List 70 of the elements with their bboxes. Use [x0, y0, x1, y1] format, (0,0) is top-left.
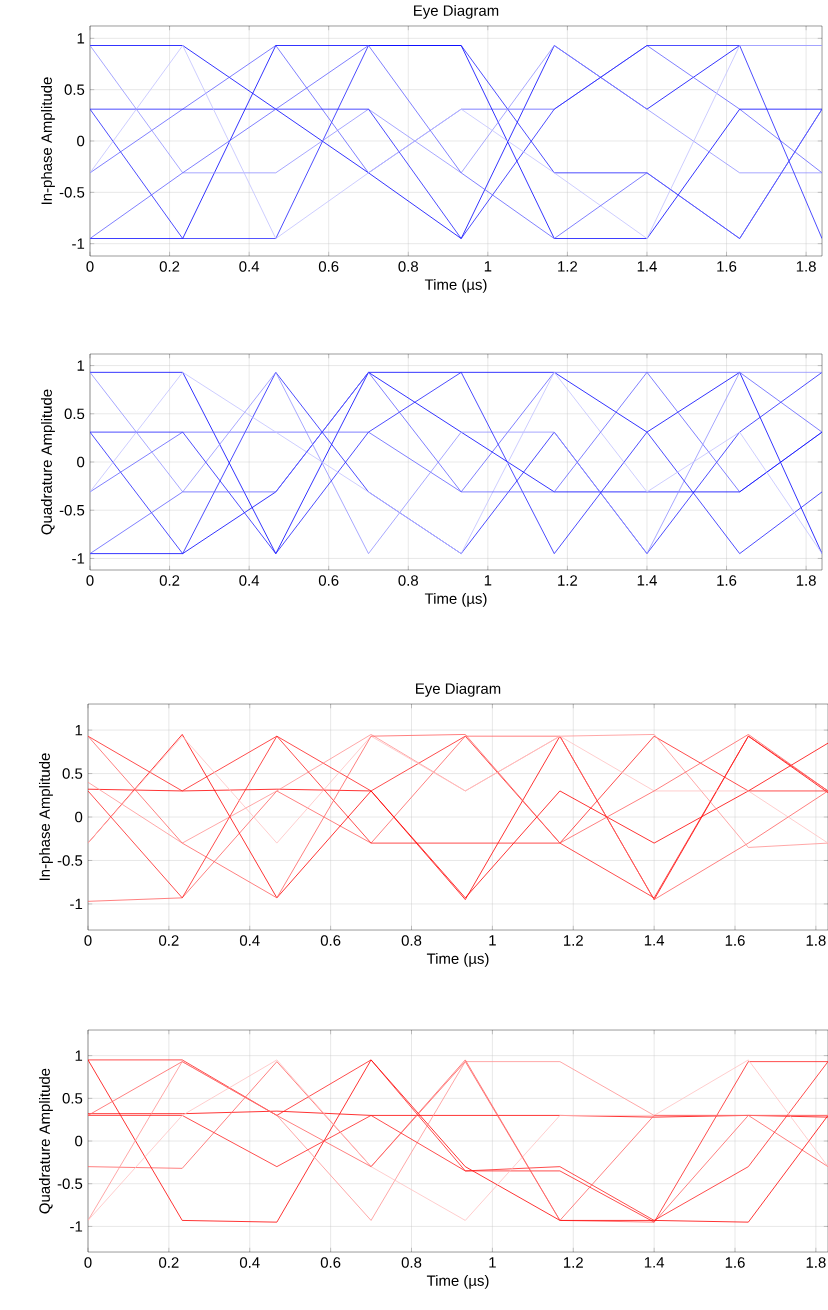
x-tick-label: 0.2 — [159, 1257, 179, 1268]
y-tick-label: 0.5 — [64, 408, 85, 420]
x-axis-title: Time (µs) — [426, 1274, 489, 1289]
x-tick-label: 0.8 — [398, 575, 418, 586]
x-tick-label: 1.6 — [717, 575, 737, 586]
x-tick-label: 0.8 — [401, 1257, 422, 1268]
x-tick-label: 0.8 — [398, 261, 418, 272]
x-tick-label: 1.4 — [644, 935, 665, 946]
x-tick-label: 1.8 — [796, 575, 816, 586]
x-tick-label: 1.4 — [637, 575, 657, 586]
x-tick-label: 0.4 — [239, 935, 260, 946]
y-axis-title: Quadrature Amplitude — [40, 389, 55, 535]
x-tick-label: 1.2 — [558, 261, 578, 272]
x-tick-label: 0.2 — [159, 935, 179, 946]
chart-title: Eye Diagram — [416, 682, 501, 697]
x-tick-label: 1.2 — [558, 575, 578, 586]
x-axis-title: Time (µs) — [424, 592, 487, 607]
y-axis-title: Quadrature Amplitude — [38, 1068, 53, 1214]
x-tick-label: 1 — [489, 1257, 496, 1268]
y-tick-label: -1 — [72, 238, 85, 249]
y-axis-title: In-phase Amplitude — [40, 77, 55, 205]
x-tick-label: 0.6 — [318, 261, 339, 272]
x-tick-label: 1.8 — [806, 1257, 826, 1268]
y-tick-label: 0.5 — [62, 1093, 83, 1104]
y-axis-title: In-phase Amplitude — [38, 753, 53, 881]
x-tick-label: 0.4 — [239, 1257, 260, 1268]
x-tick-label: 0.4 — [239, 261, 260, 272]
x-tick-label: 1 — [484, 261, 492, 272]
x-tick-label: 0 — [86, 261, 94, 272]
x-tick-label: 0.2 — [159, 575, 180, 586]
x-tick-label: 1.8 — [806, 935, 826, 946]
x-tick-label: 0.4 — [239, 575, 260, 586]
x-tick-label: 0 — [84, 935, 92, 946]
x-tick-label: 1.4 — [637, 261, 657, 272]
x-tick-label: 0 — [84, 1257, 92, 1268]
y-tick-label: 0.5 — [64, 84, 85, 95]
x-tick-label: 1.8 — [796, 261, 816, 272]
x-tick-label: 0.6 — [320, 1257, 341, 1268]
x-tick-label: 1 — [484, 575, 492, 586]
y-tick-label: 1 — [77, 33, 85, 44]
y-tick-label: -0.5 — [57, 1178, 83, 1189]
y-tick-label: -0.5 — [57, 855, 83, 866]
chart-title: Eye Diagram — [414, 4, 499, 19]
y-tick-label: 1 — [75, 1050, 83, 1061]
x-axis-title: Time (µs) — [424, 278, 487, 293]
y-tick-label: 1 — [75, 724, 83, 736]
y-tick-label: 0 — [77, 135, 85, 147]
x-tick-label: 0.6 — [320, 935, 341, 946]
y-tick-label: 0 — [75, 811, 83, 823]
x-axis-title: Time (µs) — [426, 952, 489, 967]
x-tick-label: 1.4 — [644, 1257, 665, 1268]
x-tick-label: 1 — [489, 935, 496, 946]
x-tick-label: 0 — [86, 575, 94, 586]
y-tick-label: -1 — [72, 553, 85, 564]
y-tick-label: -0.5 — [59, 504, 85, 516]
x-tick-label: 0.8 — [401, 935, 422, 946]
x-tick-label: 1.6 — [717, 261, 737, 272]
x-tick-label: 1.2 — [564, 1257, 583, 1268]
y-tick-label: 0 — [75, 1135, 83, 1147]
x-tick-label: 0.6 — [318, 575, 339, 586]
y-tick-label: 1 — [77, 360, 85, 371]
x-tick-label: 1.2 — [564, 935, 583, 946]
y-tick-label: 0.5 — [62, 768, 83, 779]
y-tick-label: -0.5 — [59, 187, 85, 198]
y-tick-label: -1 — [70, 1221, 83, 1232]
x-tick-label: 1.6 — [725, 1257, 745, 1268]
x-tick-label: 0.2 — [159, 261, 180, 272]
y-tick-label: 0 — [77, 456, 85, 468]
x-tick-label: 1.6 — [725, 935, 745, 946]
y-tick-label: -1 — [70, 898, 83, 910]
